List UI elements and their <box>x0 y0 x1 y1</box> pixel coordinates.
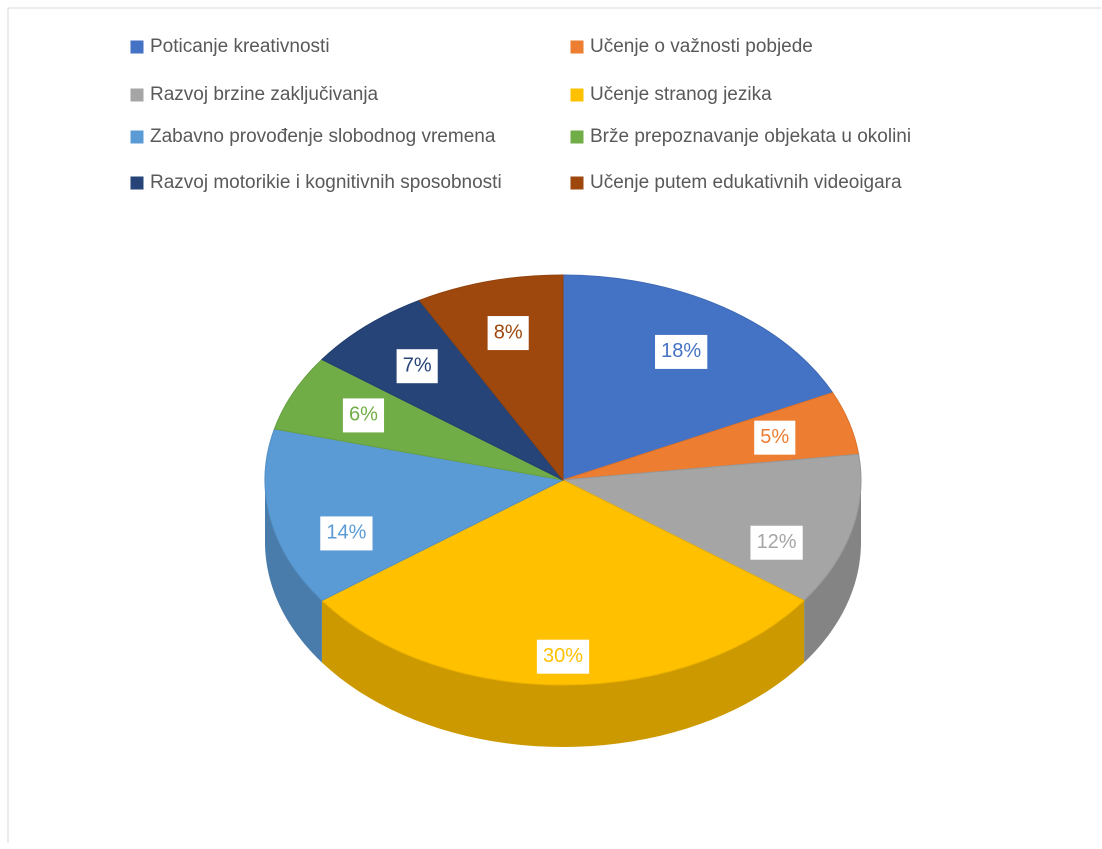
legend-label: Razvoj motorikie i kognitivnih sposobnos… <box>150 172 502 193</box>
legend-swatch <box>569 87 585 103</box>
data-label-group: 14% <box>320 516 373 551</box>
data-label-box <box>655 334 708 369</box>
data-label-group: 7% <box>396 349 438 384</box>
legend-label: Poticanje kreativnosti <box>150 36 330 57</box>
legend-swatch <box>129 175 145 191</box>
data-label-group: 8% <box>487 316 529 351</box>
data-label-box <box>754 420 796 455</box>
legend-label: Učenje stranog jezika <box>590 84 772 105</box>
data-label-box <box>536 639 590 674</box>
legend-label: Učenje putem edukativnih videoigara <box>590 172 902 193</box>
data-label-box <box>396 349 438 384</box>
data-label-box <box>487 316 529 351</box>
data-label: 18% <box>661 340 701 362</box>
legend-swatch <box>129 87 145 103</box>
data-label: 14% <box>326 522 366 544</box>
slice-side <box>804 480 861 663</box>
data-label: 12% <box>757 531 797 553</box>
slice-side <box>265 480 322 663</box>
slice <box>321 299 564 481</box>
chart-border <box>7 7 1101 843</box>
data-label-group: 30% <box>536 639 590 674</box>
legend-swatch <box>569 129 585 145</box>
legend-label: Brže prepoznavanje objekata u okolini <box>590 126 911 147</box>
data-label-group: 12% <box>750 525 803 560</box>
legend-swatch <box>569 39 585 55</box>
slice-side <box>321 600 805 747</box>
data-label: 7% <box>403 354 432 376</box>
slice <box>562 274 834 481</box>
data-label-box <box>342 398 385 433</box>
data-label: 30% <box>543 645 583 667</box>
legend-swatch <box>129 39 145 55</box>
data-label-box <box>320 516 373 551</box>
data-label: 6% <box>349 404 378 426</box>
data-label-group: 5% <box>754 420 796 455</box>
legend-label: Razvoj brzine zaključivanja <box>150 84 379 105</box>
data-label-box <box>750 525 803 560</box>
data-label-group: 6% <box>342 398 385 433</box>
data-label: 5% <box>760 426 789 448</box>
legend-label: Zabavno provođenje slobodnog vremena <box>150 126 496 147</box>
legend-label: Učenje o važnosti pobjede <box>590 36 813 57</box>
data-label-group: 18% <box>655 334 708 369</box>
legend-swatch <box>569 175 585 191</box>
slice <box>561 453 862 602</box>
legend-swatch <box>129 129 145 145</box>
slice <box>321 479 805 686</box>
data-label: 8% <box>494 321 523 343</box>
slice <box>264 428 565 602</box>
